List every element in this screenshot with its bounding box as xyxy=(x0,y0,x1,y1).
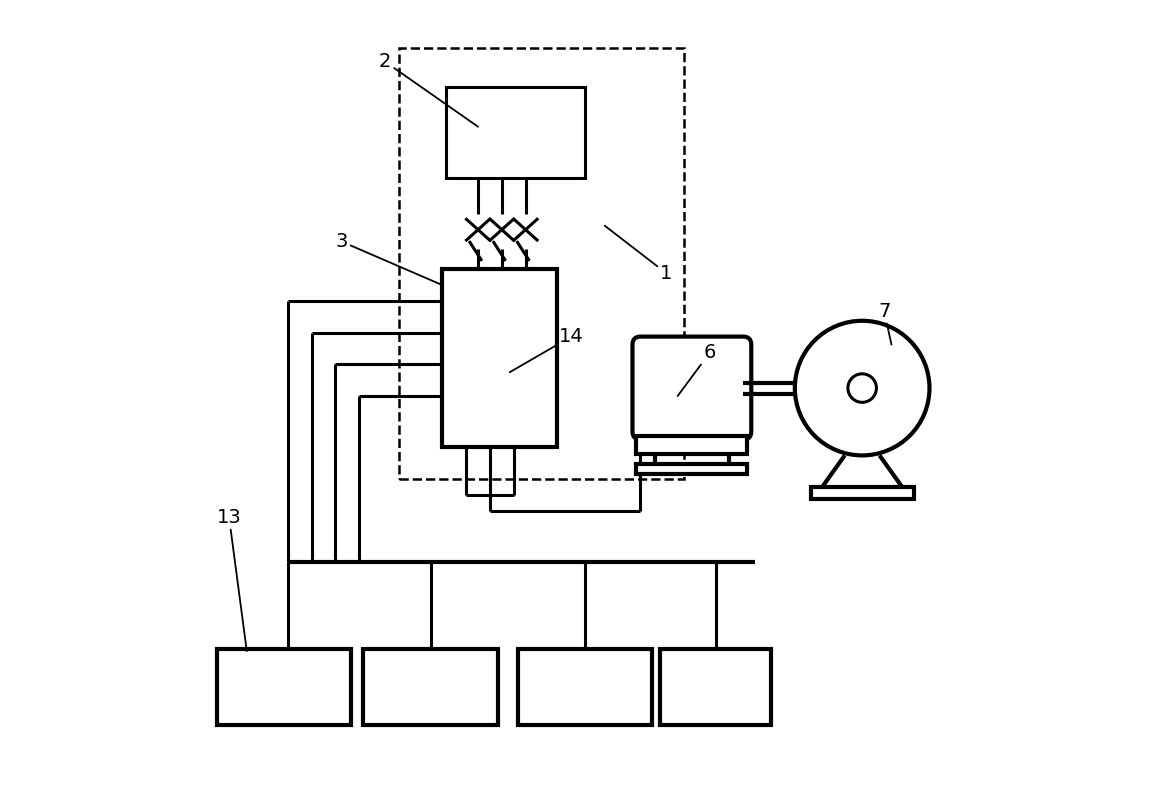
Text: 2: 2 xyxy=(379,52,478,127)
Text: 14: 14 xyxy=(510,327,583,372)
Bar xyxy=(660,649,772,725)
Text: 6: 6 xyxy=(677,343,716,396)
Bar xyxy=(517,649,652,725)
Circle shape xyxy=(848,374,876,402)
Bar xyxy=(637,464,747,474)
Bar xyxy=(446,87,584,178)
Circle shape xyxy=(795,321,930,455)
Text: 3: 3 xyxy=(336,232,443,285)
Bar xyxy=(399,48,684,479)
FancyBboxPatch shape xyxy=(632,337,752,440)
Bar xyxy=(811,487,913,499)
Text: 1: 1 xyxy=(604,226,673,283)
Bar xyxy=(216,649,351,725)
Bar xyxy=(364,649,497,725)
Text: 7: 7 xyxy=(878,302,891,345)
Bar xyxy=(443,269,558,447)
Bar xyxy=(637,436,747,454)
Text: 13: 13 xyxy=(216,508,246,651)
